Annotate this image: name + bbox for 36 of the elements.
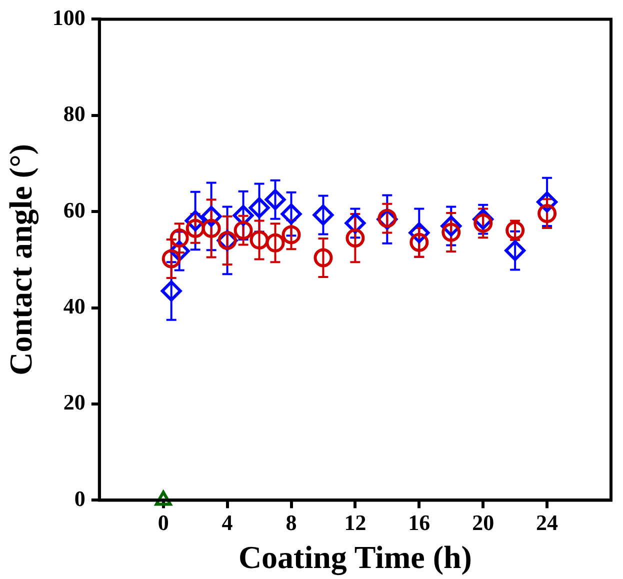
- x-tick-label: 16: [408, 510, 430, 536]
- point: [154, 490, 172, 506]
- point: [162, 249, 181, 268]
- point: [506, 220, 525, 240]
- point: [474, 214, 493, 233]
- point: [234, 220, 253, 240]
- point: [282, 225, 301, 244]
- point: [312, 204, 334, 226]
- point: [346, 228, 365, 248]
- y-tick-label: 40: [63, 293, 86, 318]
- y-tick-label: 0: [74, 486, 86, 511]
- point: [410, 232, 429, 252]
- y-axis-title: Contact angle (°): [2, 144, 40, 376]
- x-tick-label: 8: [286, 510, 297, 536]
- point: [170, 228, 189, 248]
- x-axis-title: Coating Time (h): [238, 539, 472, 576]
- point: [280, 204, 302, 225]
- x-tick-label: 0: [158, 510, 169, 536]
- y-tick-label: 20: [63, 390, 86, 415]
- y-tick-label: 80: [63, 101, 86, 126]
- point: [314, 248, 333, 268]
- point: [266, 233, 285, 252]
- x-tick-label: 4: [222, 510, 233, 536]
- point: [186, 218, 205, 238]
- point: [202, 218, 221, 238]
- x-tick-label: 24: [536, 510, 558, 536]
- point: [160, 280, 182, 302]
- point: [250, 230, 269, 250]
- point: [538, 204, 557, 224]
- point: [264, 189, 286, 210]
- y-tick-label: 60: [63, 197, 86, 222]
- y-tick-label: 100: [52, 4, 86, 30]
- x-tick-label: 20: [472, 510, 494, 536]
- point: [248, 197, 270, 218]
- point: [504, 240, 526, 262]
- x-tick-label: 12: [344, 510, 366, 536]
